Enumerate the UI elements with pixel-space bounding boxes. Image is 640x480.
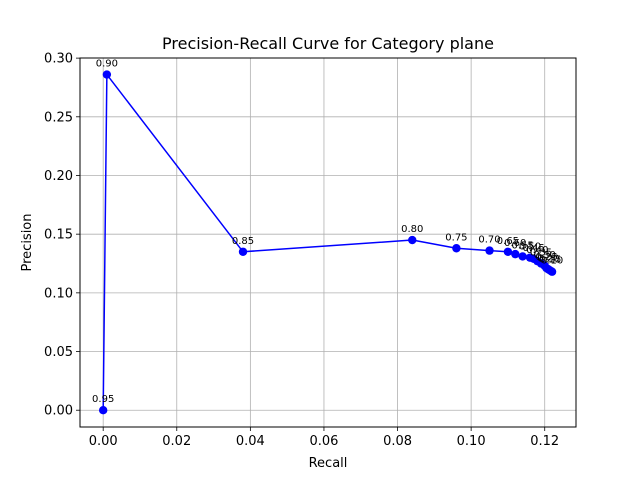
point-threshold-label: 0.85: [232, 236, 254, 247]
point-threshold-label: 0.20: [537, 253, 559, 264]
x-tick-label: 0.04: [236, 434, 265, 449]
point-threshold-label: 0.35: [530, 248, 552, 259]
y-tick-label: 0.00: [44, 404, 73, 419]
chart-title: Precision-Recall Curve for Category plan…: [162, 34, 494, 53]
point-threshold-label: 0.65: [497, 236, 519, 247]
data-point: [98, 406, 108, 415]
axis-ticks: 0.00 0.02 0.04 0.06 0.08 0.10 0.12 0.00 0.05 0.10…: [44, 52, 559, 449]
point-threshold-label: 0.80: [401, 224, 423, 235]
point-threshold-label: 0.60: [504, 238, 526, 249]
y-tick-label: 0.25: [44, 110, 73, 125]
point-threshold-label: 0.75: [445, 232, 467, 243]
point-threshold-label: 0.95: [92, 394, 114, 405]
x-tick-label: 0.08: [383, 434, 412, 449]
point-threshold-label: 0.55: [512, 240, 534, 251]
plot-area-frame: [79, 57, 577, 428]
y-axis-title: Precision: [20, 213, 35, 271]
data-point: [408, 235, 417, 245]
y-tick-label: 0.30: [44, 52, 73, 67]
x-tick-label: 0.06: [309, 434, 338, 449]
point-labels: 0.95 0.90 0.85 0.80 0.75 0.700.650.600.550.50…: [92, 59, 563, 406]
x-tick-label: 0.12: [530, 434, 559, 449]
x-axis-title: Recall: [309, 456, 348, 471]
x-tick-label: 0.00: [89, 434, 118, 449]
y-tick-label: 0.05: [44, 345, 73, 360]
data-point: [238, 247, 248, 256]
point-threshold-label: 0.50: [519, 242, 541, 253]
data-point: [547, 267, 557, 276]
y-tick-label: 0.20: [44, 169, 73, 184]
point-threshold-label: 0.40: [526, 245, 548, 256]
series: [98, 70, 557, 415]
point-threshold-label: 0.25: [535, 252, 557, 263]
point-threshold-label: 0.90: [96, 59, 118, 70]
point-threshold-label: 0.70: [478, 235, 500, 246]
data-point: [452, 244, 461, 253]
data-point: [511, 249, 520, 259]
y-tick-label: 0.15: [44, 228, 73, 243]
data-point: [518, 252, 527, 261]
data-point: [102, 70, 112, 79]
x-tick-label: 0.02: [162, 434, 191, 449]
point-threshold-label: 0.30: [534, 250, 556, 261]
point-threshold-label: 0.45: [523, 243, 545, 254]
point-threshold-label: 0.15: [539, 255, 561, 266]
x-tick-label: 0.10: [457, 434, 486, 449]
y-tick-label: 0.10: [44, 286, 73, 301]
data-point: [503, 247, 513, 256]
point-threshold-label: 0.10: [541, 256, 563, 267]
data-point: [485, 246, 494, 255]
